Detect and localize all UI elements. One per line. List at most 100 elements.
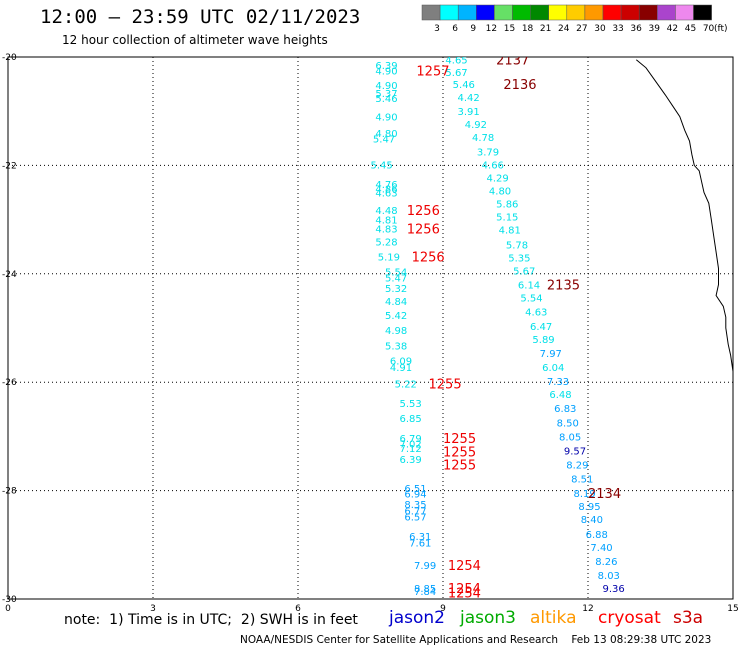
wave-height-label: 4.63 — [375, 189, 397, 200]
wave-height-label: 5.54 — [520, 294, 542, 305]
colorbar-label: 27 — [576, 24, 587, 34]
wave-height-label: 4.90 — [375, 113, 397, 124]
wave-height-label: 6.51 — [404, 484, 426, 495]
y-tick-label: -26 — [2, 378, 17, 388]
colorbar-label: 42 — [667, 24, 678, 34]
colorbar-swatch — [457, 4, 477, 21]
time-label: 2137 — [496, 54, 529, 69]
colorbar-swatch — [675, 4, 694, 21]
wave-height-label: 9.57 — [564, 446, 586, 457]
colorbar-swatch — [476, 4, 495, 21]
wave-height-label: 7.12 — [400, 444, 422, 455]
wave-height-label: 4.90 — [375, 67, 397, 78]
plot-area: 0 3 6 9 12 15-20-22-24-26-28-306.394.904.905.… — [2, 53, 739, 614]
note-text: note: 1) Time is in UTC; 2) SWH is in fe… — [64, 612, 358, 628]
colorbar-label: 6 — [452, 24, 458, 34]
colorbar-swatch — [693, 4, 712, 21]
y-tick-label: -20 — [2, 53, 17, 63]
legend-jason3: jason3 — [460, 608, 516, 628]
legend-altika: altika — [530, 608, 577, 628]
wave-height-label: 7.97 — [540, 349, 562, 360]
wave-height-label: 5.35 — [508, 254, 530, 265]
colorbar-label: 15 — [504, 24, 515, 34]
colorbar-legend: 3 6 9 12 15 18 21 24 27 30 33 36 39 42 45 70 (ft) — [421, 4, 728, 34]
wave-height-label: 5.42 — [385, 311, 407, 322]
wave-height-label: 6.31 — [409, 532, 431, 543]
plot-frame — [7, 56, 734, 600]
wave-height-label: 6.48 — [549, 390, 571, 401]
wave-height-label: 5.32 — [385, 284, 407, 295]
time-label: 1254 — [448, 586, 481, 601]
colorbar-label: 21 — [540, 24, 551, 34]
wave-height-label: 4.83 — [375, 224, 397, 235]
x-tick-label: 6 — [295, 604, 301, 614]
wave-height-label: 4.42 — [458, 93, 480, 104]
colorbar-swatch — [620, 4, 640, 21]
wave-height-label: 6.88 — [586, 530, 608, 541]
wave-height-label: 5.86 — [496, 199, 518, 210]
chart-subtitle: 12 hour collection of altimeter wave hei… — [62, 33, 328, 47]
wave-height-label: 8.95 — [578, 502, 600, 513]
legend-s3a: s3a — [673, 608, 704, 628]
wave-height-label: 5.19 — [378, 252, 400, 263]
colorbar-swatch — [421, 4, 441, 21]
colorbar-swatch — [584, 4, 604, 21]
wave-height-label: 5.53 — [400, 399, 422, 410]
wave-height-label: 3.79 — [477, 147, 499, 158]
wave-height-label: 4.81 — [499, 225, 521, 236]
wave-height-label: 6.77 — [404, 507, 426, 518]
time-label: 1255 — [429, 377, 462, 392]
wave-height-label: 4.92 — [465, 120, 487, 131]
x-tick-label: 0 — [5, 604, 11, 614]
wave-height-label: 5.37 — [375, 89, 397, 100]
y-tick-label: -28 — [2, 487, 17, 497]
y-tick-label: -24 — [2, 270, 17, 280]
wave-height-label: 5.47 — [373, 134, 395, 145]
colorbar-label: 3 — [434, 24, 440, 34]
wave-height-label: 8.26 — [595, 557, 617, 568]
y-tick-label: -30 — [2, 595, 17, 605]
x-tick-label: 12 — [582, 604, 593, 614]
wave-height-label: 8.85 — [414, 584, 436, 595]
colorbar-swatch — [439, 4, 459, 21]
wave-height-label: 8.03 — [598, 571, 620, 582]
colorbar-label: 39 — [649, 24, 661, 34]
time-label: 1254 — [448, 559, 481, 574]
colorbar-label: 33 — [612, 24, 623, 34]
wave-height-label: 5.46 — [453, 80, 475, 91]
wave-height-label: 4.91 — [390, 363, 412, 374]
credit-line: NOAA/NESDIS Center for Satellite Applica… — [240, 634, 712, 646]
wave-height-label: 6.09 — [390, 357, 412, 368]
time-label: 1256 — [407, 204, 440, 219]
wave-height-label: 8.50 — [557, 418, 579, 429]
time-label: 2135 — [547, 279, 580, 294]
wave-height-label: 6.39 — [375, 61, 397, 72]
colorbar-swatch — [494, 4, 513, 21]
wave-height-label: 6.79 — [400, 434, 422, 445]
data-layer: 6.394.904.905.375.464.904.805.475.454.76… — [371, 54, 733, 609]
wave-height-label: 7.87 — [607, 598, 629, 609]
wave-height-label: 5.67 — [513, 267, 535, 278]
time-label: 2136 — [503, 78, 536, 93]
time-label: 1255 — [443, 432, 476, 447]
x-tick-label: 3 — [150, 604, 156, 614]
wave-height-label: 3.91 — [458, 107, 480, 118]
time-label: 1254 — [448, 582, 481, 597]
colorbar-swatch — [638, 4, 658, 21]
wave-height-label: 7.40 — [590, 543, 612, 554]
wave-height-label: 8.05 — [559, 432, 581, 443]
wave-height-label: 4.76 — [375, 180, 397, 191]
colorbar-swatch — [566, 4, 586, 21]
colorbar-unit: (ft) — [714, 24, 728, 34]
wave-height-label: 7.84 — [414, 587, 436, 598]
wave-height-label: 4.48 — [375, 206, 397, 217]
wave-height-label: 7.61 — [409, 539, 431, 550]
wave-height-label: 6.57 — [404, 513, 426, 524]
wave-height-label: 5.45 — [371, 160, 393, 171]
wave-height-label: 5.47 — [385, 274, 407, 285]
coastline — [635, 59, 733, 383]
colorbar-label: 30 — [594, 24, 606, 34]
wave-height-label: 5.54 — [385, 268, 407, 279]
wave-height-label: 4.80 — [375, 129, 397, 140]
